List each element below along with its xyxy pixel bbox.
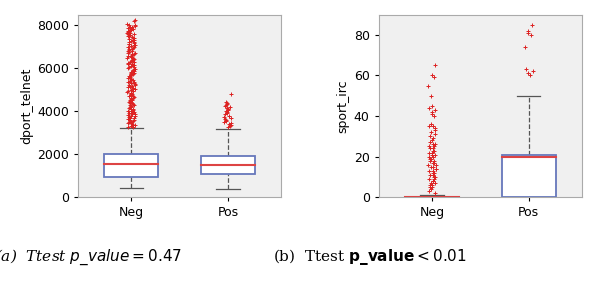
Y-axis label: sport_irc: sport_irc [337, 79, 350, 133]
Bar [201, 156, 255, 173]
Text: (a)  Ttest $p\_value = 0.47$: (a) Ttest $p\_value = 0.47$ [0, 248, 182, 267]
Bar [104, 154, 158, 177]
Bar [502, 155, 556, 197]
Text: (b)  Ttest $\mathbf{p\_value} < 0.01$: (b) Ttest $\mathbf{p\_value} < 0.01$ [272, 247, 467, 267]
Y-axis label: dport_telnet: dport_telnet [20, 68, 33, 144]
